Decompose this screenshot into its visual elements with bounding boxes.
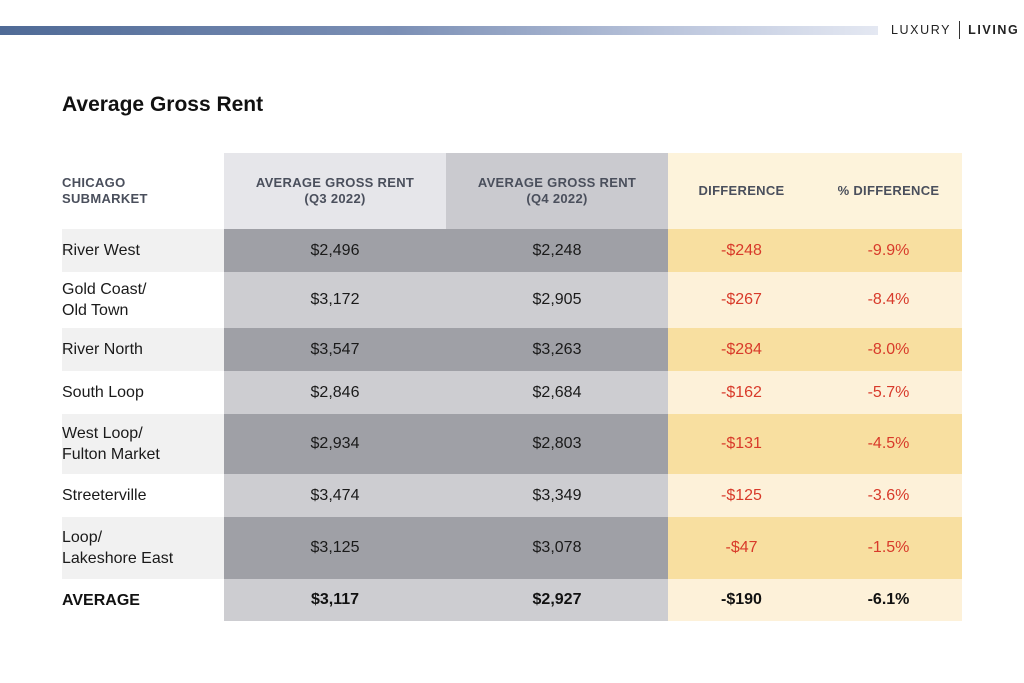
row-difference: -$131	[668, 414, 815, 474]
average-row: AVERAGE $3,117 $2,927 -$190 -6.1%	[62, 579, 962, 621]
row-name: River West	[62, 229, 224, 272]
table-row: Streeterville $3,474 $3,349 -$125 -3.6%	[62, 474, 962, 517]
rent-table: CHICAGO SUBMARKET AVERAGE GROSS RENT (Q3…	[62, 153, 962, 621]
row-q3-value: $3,547	[224, 328, 446, 371]
table-row: Loop/Lakeshore East $3,125 $3,078 -$47 -…	[62, 517, 962, 579]
row-name: West Loop/Fulton Market	[62, 414, 224, 474]
row-difference: -$125	[668, 474, 815, 517]
row-q3-value: $3,474	[224, 474, 446, 517]
row-pct-difference: -8.4%	[815, 272, 962, 328]
header-submarket: CHICAGO SUBMARKET	[62, 153, 224, 229]
header-q4-rent: AVERAGE GROSS RENT (Q4 2022)	[446, 153, 668, 229]
row-q3-value: $2,496	[224, 229, 446, 272]
row-name: Streeterville	[62, 474, 224, 517]
table-row: River North $3,547 $3,263 -$284 -8.0%	[62, 328, 962, 371]
row-q4-value: $3,349	[446, 474, 668, 517]
average-label: AVERAGE	[62, 579, 224, 621]
row-name: South Loop	[62, 371, 224, 414]
header-q3-rent: AVERAGE GROSS RENT (Q3 2022)	[224, 153, 446, 229]
row-q4-value: $2,684	[446, 371, 668, 414]
row-pct-difference: -4.5%	[815, 414, 962, 474]
row-name: Gold Coast/Old Town	[62, 272, 224, 328]
row-name: Loop/Lakeshore East	[62, 517, 224, 579]
row-difference: -$248	[668, 229, 815, 272]
average-q4-value: $2,927	[446, 579, 668, 621]
row-difference: -$267	[668, 272, 815, 328]
row-pct-difference: -8.0%	[815, 328, 962, 371]
header-accent-bar	[0, 26, 878, 35]
table-row: River West $2,496 $2,248 -$248 -9.9%	[62, 229, 962, 272]
page-title: Average Gross Rent	[62, 93, 264, 116]
row-pct-difference: -5.7%	[815, 371, 962, 414]
row-q4-value: $2,248	[446, 229, 668, 272]
brand-divider	[959, 21, 961, 39]
average-q3-value: $3,117	[224, 579, 446, 621]
row-difference: -$284	[668, 328, 815, 371]
row-q3-value: $3,125	[224, 517, 446, 579]
brand-logo: LUXURY LIVING	[891, 21, 1019, 39]
row-q3-value: $2,934	[224, 414, 446, 474]
table-row: South Loop $2,846 $2,684 -$162 -5.7%	[62, 371, 962, 414]
table-header-row: CHICAGO SUBMARKET AVERAGE GROSS RENT (Q3…	[62, 153, 962, 229]
average-difference: -$190	[668, 579, 815, 621]
row-q3-value: $2,846	[224, 371, 446, 414]
row-pct-difference: -1.5%	[815, 517, 962, 579]
row-q4-value: $2,905	[446, 272, 668, 328]
row-q3-value: $3,172	[224, 272, 446, 328]
average-pct-difference: -6.1%	[815, 579, 962, 621]
row-difference: -$47	[668, 517, 815, 579]
brand-word-living: LIVING	[968, 23, 1020, 37]
row-pct-difference: -9.9%	[815, 229, 962, 272]
row-q4-value: $3,263	[446, 328, 668, 371]
brand-word-luxury: LUXURY	[891, 23, 952, 37]
row-difference: -$162	[668, 371, 815, 414]
row-name: River North	[62, 328, 224, 371]
row-q4-value: $3,078	[446, 517, 668, 579]
table-row: Gold Coast/Old Town $3,172 $2,905 -$267 …	[62, 272, 962, 328]
header-difference: DIFFERENCE	[668, 153, 815, 229]
table-row: West Loop/Fulton Market $2,934 $2,803 -$…	[62, 414, 962, 474]
row-q4-value: $2,803	[446, 414, 668, 474]
header-pct-difference: % DIFFERENCE	[815, 153, 962, 229]
row-pct-difference: -3.6%	[815, 474, 962, 517]
